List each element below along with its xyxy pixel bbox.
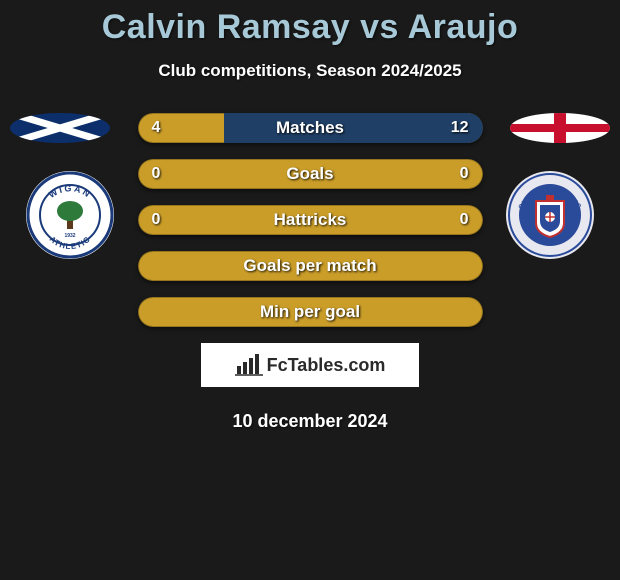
- stat-row: Hattricks 0 0: [138, 205, 483, 235]
- stat-value-right: 0: [460, 165, 469, 183]
- flag-left: [10, 113, 110, 143]
- stat-row: Goals 0 0: [138, 159, 483, 189]
- stat-value-left: 4: [152, 119, 161, 137]
- comparison-card: Calvin Ramsay vs Araujo Club competition…: [0, 0, 620, 580]
- stat-label: Goals: [286, 164, 333, 184]
- page-title: Calvin Ramsay vs Araujo: [0, 0, 620, 47]
- stats-container: Matches 4 12 Goals 0 0 Hattricks 0 0 Goals per ma…: [138, 113, 483, 327]
- stat-label: Min per goal: [260, 302, 360, 322]
- svg-text:1932: 1932: [64, 233, 75, 239]
- chesterfield-badge-icon: CHESTERFIELD FC: [506, 171, 594, 259]
- stat-row: Matches 4 12: [138, 113, 483, 143]
- stat-label: Hattricks: [274, 210, 347, 230]
- flag-right: [510, 113, 610, 143]
- stat-label: Goals per match: [243, 256, 376, 276]
- stat-label: Matches: [276, 118, 344, 138]
- watermark: FcTables.com: [201, 343, 419, 387]
- club-badge-right: CHESTERFIELD FC: [506, 171, 594, 259]
- date: 10 december 2024: [0, 411, 620, 432]
- wigan-badge-icon: WIGAN ATHLETIC 1932: [26, 171, 114, 259]
- stat-value-right: 12: [451, 119, 469, 137]
- watermark-text: FcTables.com: [267, 355, 386, 376]
- main-area: WIGAN ATHLETIC 1932 CHESTERFIELD F: [0, 113, 620, 432]
- stat-row: Goals per match: [138, 251, 483, 281]
- subtitle: Club competitions, Season 2024/2025: [0, 61, 620, 81]
- bar-chart-icon: [235, 354, 263, 376]
- stat-value-left: 0: [152, 211, 161, 229]
- club-badge-left: WIGAN ATHLETIC 1932: [26, 171, 114, 259]
- stat-row: Min per goal: [138, 297, 483, 327]
- stat-value-right: 0: [460, 211, 469, 229]
- england-flag-icon: [510, 113, 610, 143]
- scotland-flag-icon: [10, 113, 110, 143]
- stat-value-left: 0: [152, 165, 161, 183]
